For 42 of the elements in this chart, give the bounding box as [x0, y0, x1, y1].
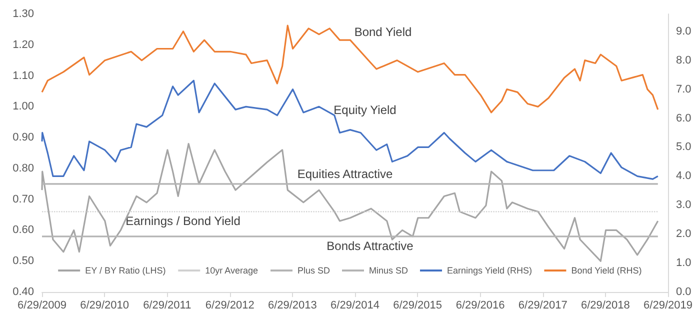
x-tick-label: 6/29/2014 — [330, 300, 380, 312]
y2-tick-label: 6.0 — [676, 112, 692, 124]
annotation: Earnings / Bond Yield — [126, 214, 240, 228]
x-tick-label: 6/29/2010 — [80, 300, 130, 312]
y-tick-label: 0.90 — [12, 132, 34, 144]
x-tick-label: 6/29/2017 — [518, 300, 568, 312]
x-tick-label: 6/29/2015 — [393, 300, 442, 312]
x-tick-label: 6/29/2011 — [143, 300, 192, 312]
legend-label: 10yr Average — [205, 266, 258, 276]
y2-tick-label: 9.0 — [676, 25, 692, 38]
y2-tick-label: 1.0 — [676, 257, 692, 270]
y2-tick-label: 7.0 — [676, 83, 692, 96]
y2-tick-label: 8.0 — [676, 54, 692, 66]
legend-label: Bond Yield (RHS) — [571, 266, 642, 276]
y2-tick-label: 4.0 — [676, 170, 692, 182]
y-tick-label: 1.10 — [12, 70, 34, 82]
x-tick-label: 6/29/2013 — [268, 300, 317, 312]
x-tick-label: 6/29/2009 — [18, 300, 66, 312]
y-tick-label: 0.40 — [12, 286, 34, 298]
legend-label: Minus SD — [369, 266, 409, 276]
x-tick-label: 6/29/2019 — [644, 300, 692, 312]
y-tick-label: 0.80 — [12, 162, 34, 174]
y-tick-label: 0.60 — [12, 224, 34, 236]
y-tick-label: 1.30 — [12, 8, 34, 20]
legend-label: EY / BY Ratio (LHS) — [85, 266, 166, 276]
annotation: Bond Yield — [354, 25, 412, 39]
annotation: Bonds Attractive — [326, 239, 414, 253]
y-tick-label: 0.50 — [12, 255, 34, 268]
legend-label: Earnings Yield (RHS) — [447, 266, 532, 276]
y-tick-label: 0.70 — [12, 193, 34, 206]
y2-tick-label: 5.0 — [676, 141, 692, 154]
annotation: Equities Attractive — [297, 167, 394, 181]
y-tick-label: 1.00 — [12, 100, 34, 113]
legend-label: Plus SD — [297, 266, 330, 276]
x-tick-label: 6/29/2018 — [580, 300, 630, 312]
x-tick-label: 6/29/2012 — [205, 300, 254, 312]
x-tick-label: 6/29/2016 — [456, 300, 505, 312]
y2-tick-label: 2.0 — [676, 228, 692, 240]
y2-tick-label: 3.0 — [676, 199, 692, 212]
annotation: Equity Yield — [334, 103, 396, 117]
y2-tick-label: 0.0 — [676, 286, 692, 298]
y-tick-label: 1.20 — [12, 38, 34, 51]
